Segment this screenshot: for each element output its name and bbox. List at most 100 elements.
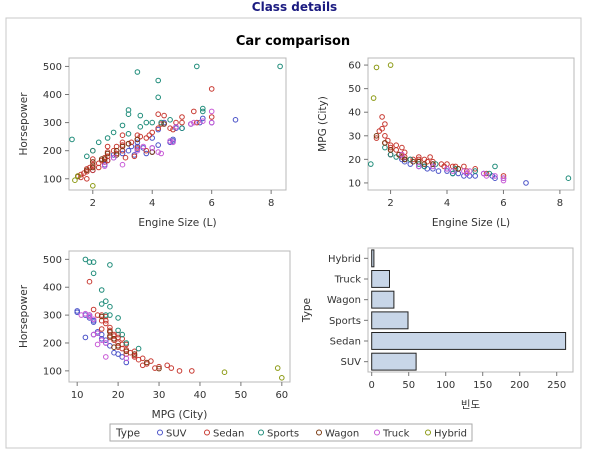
data-point: [155, 142, 161, 148]
data-point: [399, 151, 405, 158]
data-point: [472, 166, 479, 172]
data-point: [200, 105, 206, 112]
data-point: [90, 319, 97, 325]
chart-panel-2: 2 4 6 8 Engine Size (L) 10 20 30 40 50 60 MPG (City…: [317, 57, 575, 229]
data-point: [135, 345, 142, 352]
data-point: [179, 125, 185, 131]
data-point: [95, 160, 102, 167]
data-point: [110, 129, 117, 136]
data-point: [134, 136, 141, 143]
legend-label: Truck: [382, 429, 410, 440]
x-axis-label: Engine Size (L): [138, 217, 216, 229]
data-point: [401, 156, 408, 163]
data-point: [131, 153, 138, 160]
data-point: [119, 150, 126, 157]
data-point: [176, 368, 183, 374]
data-point: [104, 135, 111, 141]
y-tick-label: 50: [348, 84, 361, 95]
data-point: [134, 147, 141, 154]
x-tick-label: 100: [436, 380, 455, 391]
x-tick-label: 60: [275, 390, 288, 401]
data-point: [483, 170, 490, 177]
data-point: [137, 112, 144, 119]
data-point: [421, 163, 428, 170]
legend-label: Hybrid: [434, 429, 467, 440]
series-wagon: [98, 313, 162, 372]
x-tick-label: 20: [112, 390, 125, 401]
y-axis-label: MPG (City): [317, 96, 329, 152]
y-tick-label: Truck: [334, 275, 362, 286]
series-hybrid: [370, 62, 394, 101]
y-tick-label: Hybrid: [328, 254, 361, 265]
data-point: [382, 133, 388, 139]
y-tick-label: Sports: [329, 316, 361, 327]
data-point: [101, 163, 108, 169]
data-point: [119, 161, 126, 168]
data-point: [103, 320, 109, 327]
axes: 10 20 30 40 50 60 MPG (City) 100 200 300 400 500 Hor…: [18, 255, 288, 421]
data-point: [115, 351, 121, 357]
series-sports: [69, 63, 283, 160]
x-tick-label: 2: [387, 198, 393, 209]
data-point: [94, 341, 101, 348]
data-point: [81, 170, 87, 176]
data-point: [565, 175, 572, 181]
data-point: [86, 278, 93, 285]
x-tick-label: 50: [402, 380, 415, 391]
data-point: [123, 355, 130, 362]
data-point: [158, 150, 164, 157]
data-point: [379, 125, 385, 132]
legend-marker: [258, 429, 264, 436]
data-point: [119, 132, 126, 138]
data-point: [90, 306, 97, 313]
y-tick-label: 200: [43, 338, 62, 349]
plot-area: [367, 57, 575, 191]
y-tick-label: 400: [43, 283, 62, 294]
data-point: [143, 135, 150, 141]
data-point: [98, 301, 105, 307]
data-point: [170, 139, 176, 146]
data-point: [167, 138, 173, 144]
y-tick-label: 100: [43, 366, 62, 377]
data-point: [208, 86, 215, 92]
data-point: [125, 131, 132, 137]
legend-title: Type: [115, 428, 140, 440]
legend-entry-truck: Truck: [374, 429, 410, 440]
data-point: [500, 177, 507, 184]
data-point: [131, 354, 138, 360]
bar: [371, 311, 409, 330]
data-point: [483, 173, 490, 179]
legend-label: Sedan: [213, 429, 244, 440]
page-title: Class details: [251, 0, 338, 14]
data-point: [143, 147, 150, 154]
x-axis-label: 빈도: [461, 399, 481, 411]
data-point: [277, 63, 283, 70]
y-tick-label: 30: [348, 131, 361, 142]
data-point: [84, 176, 90, 182]
data-point: [115, 327, 121, 334]
data-point: [84, 153, 90, 160]
x-tick-label: 40: [194, 390, 207, 401]
data-point: [379, 114, 385, 120]
data-point: [370, 95, 377, 101]
data-point: [69, 136, 75, 143]
data-point: [200, 108, 206, 115]
data-point: [143, 119, 150, 126]
data-point: [194, 119, 200, 126]
legend-entry-suv: SUV: [157, 429, 187, 440]
data-point: [373, 64, 380, 71]
chart-panel-4: 0 50 100 150 200 250 빈도 Hybrid Truck Wagon Sports S…: [301, 247, 574, 411]
x-axis-label: MPG (City): [152, 409, 208, 421]
data-point: [123, 348, 130, 355]
series-hybrid: [221, 365, 285, 381]
data-point: [274, 365, 281, 371]
data-point: [139, 362, 146, 369]
data-point: [101, 156, 108, 162]
data-point: [449, 170, 456, 177]
bar: [371, 270, 391, 288]
y-tick-label: 300: [43, 118, 62, 129]
data-point: [368, 161, 374, 167]
data-point: [449, 168, 456, 174]
series-truck: [399, 151, 507, 184]
data-point: [123, 340, 130, 346]
